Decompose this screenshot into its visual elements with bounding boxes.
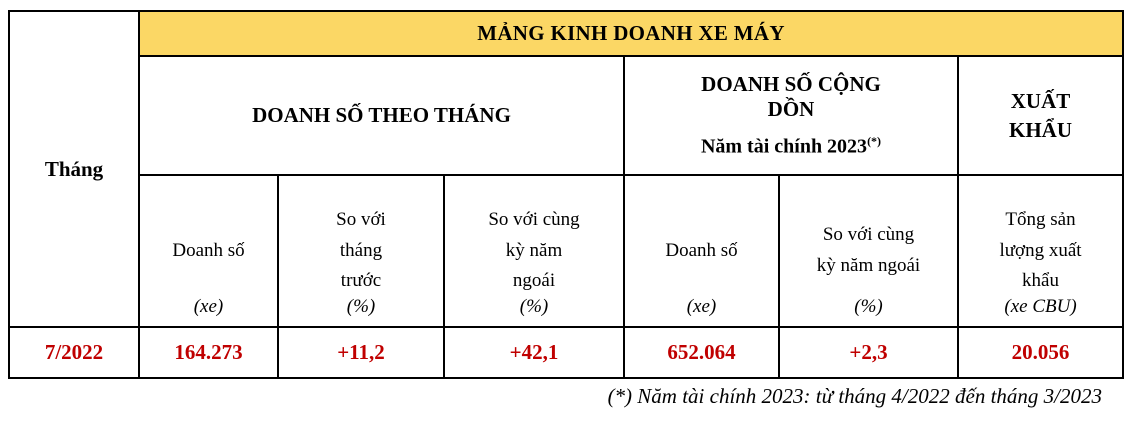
month-column-header: Tháng	[8, 10, 140, 328]
column-unit: (%)	[854, 296, 883, 317]
fiscal-year-footnote: (*) Năm tài chính 2023: từ tháng 4/2022 …	[607, 384, 1102, 408]
report-page: Tháng MẢNG KINH DOANH XE MÁY DOANH SỐ TH…	[8, 10, 1125, 408]
group-header-cumulative-sales: DOANH SỐ CỘNG DỒN Năm tài chính 2023(*)	[623, 55, 959, 176]
fiscal-year-subtitle: Năm tài chính 2023(*)	[625, 134, 957, 159]
cell-total-export: 20.056	[956, 326, 1125, 379]
column-label: Doanh số	[665, 239, 738, 261]
column-label: So với tháng trước	[336, 208, 386, 292]
cell-cumulative-vs-last-year: +2,3	[778, 326, 959, 379]
export-title: XUẤT KHẨU	[1009, 89, 1073, 142]
label-wrap: So với cùng kỳ năm ngoái	[445, 195, 623, 307]
motorcycle-sales-table: Tháng MẢNG KINH DOANH XE MÁY DOANH SỐ TH…	[8, 10, 1125, 379]
column-header-vs-last-year: So với cùng kỳ năm ngoái (%)	[443, 174, 625, 328]
table-banner: MẢNG KINH DOANH XE MÁY	[137, 10, 1125, 57]
label-wrap: Doanh số	[140, 195, 277, 307]
column-header-cumulative-vs-last-year: So với cùng kỳ năm ngoái (%)	[778, 174, 959, 328]
cell-cumulative-sales: 652.064	[623, 326, 780, 379]
data-row: 7/2022 164.273 +11,2 +42,1 652.064 +2,3 …	[8, 326, 1125, 379]
cell-vs-prev-month: +11,2	[277, 326, 445, 379]
label-wrap: So với cùng kỳ năm ngoái	[780, 195, 957, 307]
label-wrap: Tổng sản lượng xuất khẩu	[959, 195, 1122, 307]
cell-month: 7/2022	[8, 326, 140, 379]
group-header-export: XUẤT KHẨU	[956, 55, 1125, 176]
column-label: Tổng sản lượng xuất khẩu	[999, 208, 1082, 292]
column-label: So với cùng kỳ năm ngoái	[488, 208, 580, 292]
column-unit: (xe)	[686, 296, 717, 317]
column-label: So với cùng kỳ năm ngoái	[816, 224, 921, 276]
column-unit: (xe CBU)	[1004, 296, 1077, 317]
column-header-monthly-sales: Doanh số (xe)	[138, 174, 279, 328]
column-unit: (%)	[519, 296, 549, 317]
cell-monthly-sales: 164.273	[138, 326, 279, 379]
footnote-marker: (*)	[867, 134, 882, 149]
fiscal-year-label: Năm tài chính 2023	[700, 136, 868, 159]
column-header-vs-prev-month: So với tháng trước (%)	[277, 174, 445, 328]
label-wrap: So với tháng trước	[279, 195, 443, 307]
column-label: Doanh số	[172, 239, 245, 261]
column-unit: (xe)	[193, 296, 224, 317]
cell-vs-last-year: +42,1	[443, 326, 625, 379]
group-header-monthly-sales: DOANH SỐ THEO THÁNG	[138, 55, 625, 176]
column-header-total-export: Tổng sản lượng xuất khẩu (xe CBU)	[956, 174, 1125, 328]
cumulative-sales-title: DOANH SỐ CỘNG DỒN	[701, 71, 881, 121]
column-header-cumulative-sales: Doanh số (xe)	[623, 174, 780, 328]
column-unit: (%)	[346, 296, 376, 317]
label-wrap: Doanh số	[625, 195, 778, 307]
